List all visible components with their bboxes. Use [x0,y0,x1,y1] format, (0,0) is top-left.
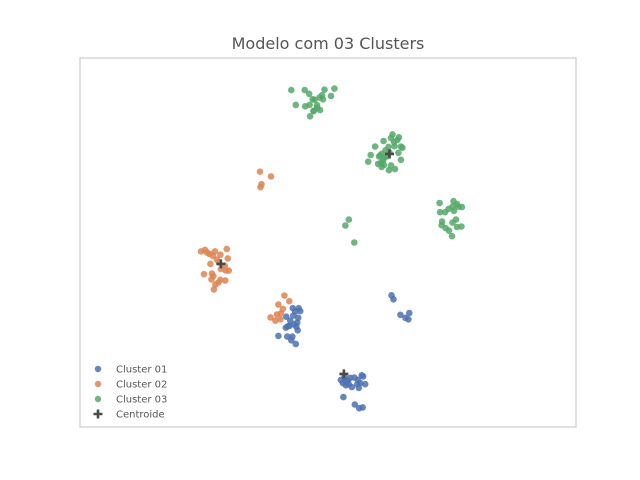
scatter-point-cluster-1-24 [406,309,413,317]
legend-marker-cluster-03 [94,395,102,403]
scatter-point-cluster-1-39 [359,373,367,380]
legend-marker-centroide [93,409,103,419]
scatter-point-cluster-2-25 [256,168,264,175]
scatter-point-cluster-3-28 [399,144,406,151]
legend-label-cluster-03: Cluster 03 [116,395,167,406]
legend: Cluster 01 Cluster 02 Cluster 03 Centroi… [93,365,167,421]
centroid-marker-1 [339,369,349,379]
scatter-point-cluster-3-45 [377,159,385,167]
scatter-point-cluster-2-7 [217,276,224,284]
scatter-point-cluster-3-7 [319,96,327,103]
scatter-point-cluster-1-12 [284,333,291,340]
scatter-point-cluster-3-1 [305,90,313,98]
scatter-point-cluster-3-67 [436,199,443,207]
centroid-marker-2 [216,259,226,269]
scatter-point-cluster-1-18 [289,333,296,340]
scatter-point-cluster-3-55 [441,208,449,216]
scatter-point-cluster-3-18 [292,101,300,109]
legend-marker-cluster-02 [94,380,102,388]
scatter-point-cluster-1-25 [405,316,412,323]
scatter-point-cluster-3-15 [313,101,321,109]
scatter-point-cluster-2-8 [222,277,229,284]
scatter-point-cluster-2-34 [273,311,281,318]
scatter-point-cluster-1-43 [337,376,345,384]
scatter-point-cluster-1-45 [354,380,361,388]
scatter-point-cluster-3-70 [342,222,349,229]
scatter-point-cluster-3-29 [395,149,402,157]
scatter-point-cluster-2-37 [281,292,288,299]
scatter-point-cluster-2-28 [257,183,264,191]
scatter-point-cluster-2-30 [286,297,293,305]
scatter-point-cluster-2-18 [217,251,224,258]
scatter-point-cluster-3-16 [306,113,314,120]
scatter-point-cluster-3-69 [345,216,353,223]
scatter-point-cluster-2-20 [210,286,218,293]
scatter-point-cluster-2-10 [200,270,208,278]
scatter-point-cluster-1-32 [361,380,369,388]
scatter-point-cluster-3-58 [449,219,456,226]
scatter-point-cluster-1-46 [359,404,367,411]
scatter-point-cluster-3-62 [445,227,453,234]
scatter-point-cluster-1-19 [290,321,298,328]
scatter-point-cluster-2-33 [267,314,274,321]
scatter-point-cluster-1-34 [351,401,359,408]
legend-label-cluster-01: Cluster 01 [116,365,167,376]
scatter-point-cluster-3-66 [458,223,465,230]
scatter-point-cluster-3-63 [448,232,456,240]
scatter-point-cluster-3-17 [310,107,317,115]
scatter-point-cluster-3-43 [380,137,387,145]
scatter-point-cluster-3-8 [327,92,335,100]
scatter-point-cluster-3-48 [367,151,375,159]
scatter-point-cluster-3-56 [436,208,444,216]
scatter-point-cluster-1-11 [292,340,300,348]
scatter-point-cluster-2-14 [223,245,231,253]
scatter-point-cluster-2-9 [208,270,216,277]
scatter-point-cluster-3-19 [288,86,295,94]
scatter-point-cluster-3-0 [301,86,309,94]
scatter-point-cluster-2-21 [208,276,215,283]
scatter-point-cluster-2-17 [213,256,221,263]
scatter-point-cluster-3-47 [375,153,383,160]
scatter-point-cluster-1-15 [295,304,303,312]
scatter-point-cluster-3-71 [351,239,358,246]
scatter-point-cluster-3-13 [316,106,324,114]
scatter-point-cluster-3-46 [397,156,405,164]
scatter-point-cluster-1-22 [397,311,404,319]
scatter-point-cluster-2-36 [277,316,284,323]
scatter-point-cluster-1-9 [294,327,302,334]
centroid-marker-3 [385,149,394,159]
scatter-point-cluster-3-12 [306,101,313,109]
scatter-point-cluster-3-49 [364,158,372,165]
scatter-point-cluster-3-68 [453,200,461,208]
scatter-point-cluster-1-16 [284,323,292,330]
legend-marker-cluster-01 [94,365,102,373]
legend-label-cluster-02: Cluster 02 [116,380,167,391]
scatter-point-cluster-3-3 [311,96,318,103]
scatter-point-cluster-1-33 [340,393,347,401]
scatter-point-cluster-3-9 [331,85,338,92]
scatter-point-cluster-1-21 [390,296,397,303]
scatter-point-cluster-2-2 [224,255,232,262]
centroid-layer [216,149,394,379]
legend-label-centroide: Centroide [116,410,165,421]
scatter-point-cluster-3-40 [387,162,395,169]
scatter-point-cluster-3-26 [391,142,398,150]
chart-title: Modelo com 03 Clusters [232,34,425,53]
scatter-point-cluster-3-44 [381,154,388,161]
plot-area [79,57,577,428]
scatter-point-cluster-2-0 [207,260,214,268]
scatter-point-cluster-2-19 [225,267,233,274]
scatter-point-cluster-3-24 [394,136,401,144]
scatter-point-cluster-2-35 [272,317,279,325]
scatter-point-cluster-2-24 [201,246,209,254]
scatter-point-cluster-3-33 [371,143,379,150]
scatter-point-cluster-2-29 [275,301,282,308]
scatter-point-cluster-1-44 [342,377,350,385]
scatter-point-cluster-2-26 [267,173,275,180]
scatter-point-cluster-1-5 [283,313,290,321]
scatter-point-cluster-3-4 [321,86,328,93]
scatter-point-cluster-3-64 [438,221,445,229]
scatter-point-cluster-1-13 [275,332,282,340]
